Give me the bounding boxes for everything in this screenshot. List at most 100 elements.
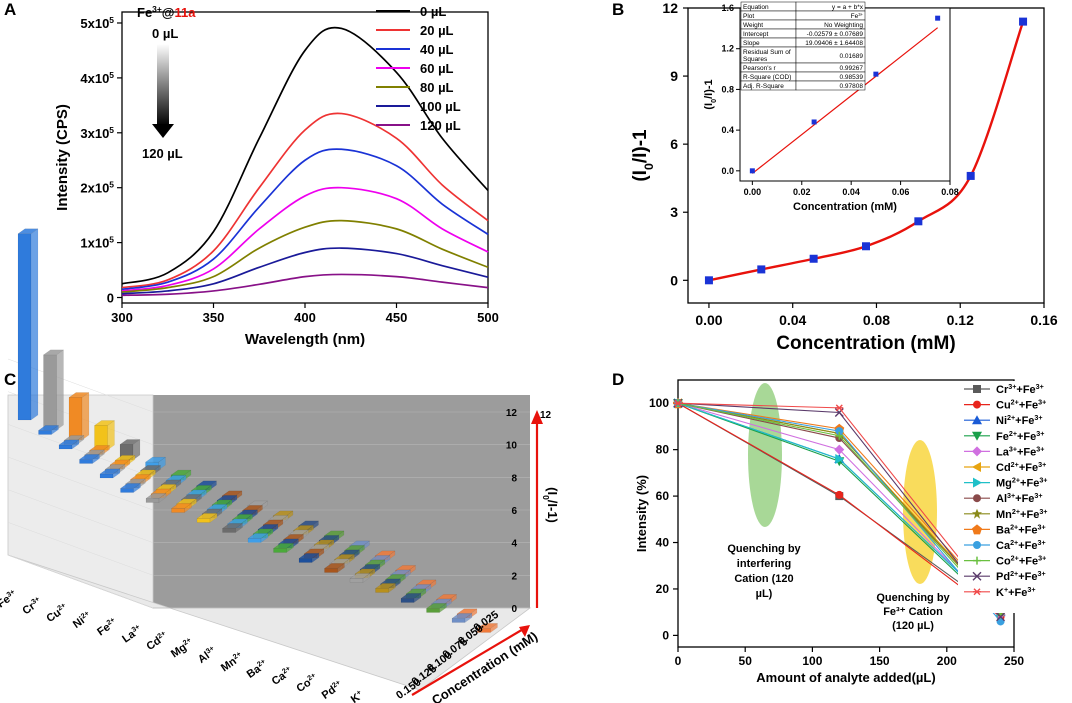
annotation-fe3: Quenching by	[876, 592, 950, 604]
data-point	[835, 490, 844, 499]
inset-fit-line	[751, 27, 939, 174]
data-point	[674, 399, 682, 407]
inset-x-tick-label: 0.06	[892, 187, 910, 197]
bar-front	[247, 538, 262, 543]
bar-front	[171, 508, 185, 513]
table-value: 0.99267	[840, 65, 864, 72]
cation-label: Ni2+	[70, 609, 93, 631]
bar-top	[78, 454, 101, 460]
z-top-label: 12	[540, 410, 552, 421]
legend-marker	[973, 385, 981, 393]
bar-top	[145, 493, 167, 499]
x-tick-label: 0.00	[695, 312, 722, 328]
legend-entry: Mg2++Fe3+	[996, 477, 1047, 490]
series-line	[121, 26, 489, 285]
y-tick-label: 80	[656, 443, 670, 457]
table-value: -0.02579 ± 0.07689	[807, 31, 864, 38]
table-value: 0.98539	[840, 74, 864, 81]
legend-entry: Mn2++Fe3+	[996, 508, 1047, 521]
cation-label: La3+	[120, 623, 145, 646]
bar-top	[400, 593, 422, 599]
inset-y-axis-label: (I0/I)-1	[703, 79, 718, 109]
legend-marker	[973, 494, 981, 503]
z-tick-label: 10	[506, 441, 518, 452]
legend-entry: Ni2++Fe3+	[996, 414, 1043, 427]
bar-front	[145, 498, 160, 503]
legend-entry: Co2++Fe3+	[996, 555, 1046, 568]
panel-label-a: A	[4, 0, 16, 19]
x-tick-label: 250	[1004, 654, 1024, 668]
series-line	[121, 148, 489, 291]
annotation-interfering: Cation (120	[734, 573, 793, 585]
cation-label: Fe2+	[95, 616, 120, 639]
bar-front	[99, 473, 114, 479]
grid-line	[7, 489, 154, 543]
x-tick-label: 0	[675, 654, 682, 668]
legend-entry: Cu2++Fe3+	[996, 399, 1046, 412]
x-tick-label: 500	[477, 310, 499, 325]
inset-x-tick-label: 0.02	[793, 187, 811, 197]
cation-label: Co2+	[294, 671, 320, 695]
cation-label: Mg2+	[168, 636, 195, 660]
cation-label: Cu2+	[44, 601, 70, 625]
bar-side	[30, 228, 39, 421]
x-tick-label: 100	[802, 654, 822, 668]
bar-front	[68, 397, 83, 441]
cation-label: Al3+	[195, 644, 218, 666]
data-point	[862, 242, 870, 251]
legend-marker	[972, 431, 982, 441]
x-tick-label: 150	[870, 654, 890, 668]
z-tick-label: 12	[506, 408, 518, 419]
bar-top	[374, 583, 397, 589]
bar-top	[425, 603, 448, 609]
annotation-fe3: Fe³⁺ Cation	[883, 606, 943, 618]
x-tick-label: 200	[937, 654, 957, 668]
inset-data-point	[749, 168, 755, 174]
y-tick-label: 9	[670, 68, 678, 84]
y-axis-label: Intensity (%)	[634, 475, 649, 552]
legend-entry: 40 µL	[420, 42, 454, 57]
y-tick-label: 4x105	[80, 70, 114, 86]
legend-entry: La3++Fe3+	[996, 445, 1044, 458]
annotation-interfering: interfering	[737, 558, 791, 570]
y-tick-label: 5x105	[80, 15, 114, 31]
bar-front	[375, 588, 389, 593]
annotation-end: 120 µL	[142, 146, 183, 161]
bar-front	[273, 548, 287, 553]
table-value: No Weighting	[824, 22, 863, 29]
table-label: Squares	[743, 56, 768, 63]
bar-front	[400, 598, 415, 603]
z-axis-arrowhead	[531, 410, 543, 424]
y-tick-label: 3x105	[80, 125, 114, 141]
legend-marker	[973, 477, 982, 488]
legend-marker	[972, 524, 982, 535]
legend-marker	[973, 541, 981, 549]
x-tick-label: 0.04	[779, 312, 806, 328]
table-label: Adj. R-Square	[743, 83, 784, 90]
panel-a: A 300 350 400 450 500 0 1x105 2x105 3x105 4x105 5x1…	[4, 0, 499, 348]
bar-top	[298, 553, 320, 559]
legend-entry: 120 µL	[420, 118, 461, 133]
cation-label: Mn2+	[218, 650, 245, 674]
cation-label: Pd2+	[319, 678, 345, 701]
bar-top	[196, 513, 218, 519]
y-tick-label: 6	[670, 136, 678, 152]
bar-top	[119, 483, 142, 489]
table-label: Residual Sum of	[743, 49, 791, 56]
x-tick-label: 450	[386, 310, 408, 325]
table-label: R-Square (COD)	[743, 74, 791, 81]
inset-data-point	[811, 119, 817, 125]
table-label: Intercept	[743, 31, 768, 38]
x-axis-label: Amount of analyte added(µL)	[756, 670, 935, 685]
cation-label: Ba2+	[244, 657, 270, 680]
series-line	[121, 273, 489, 297]
panel-b: B 0.00 0.04 0.08 0.12 0.16 0 3 6 9 12 Concentration…	[612, 0, 1058, 354]
legend-entry: K++Fe3+	[996, 586, 1036, 599]
bar-front	[324, 568, 338, 573]
legend-entry: 0 µL	[420, 4, 446, 19]
cation-label: Ca2+	[269, 664, 295, 687]
annotation-interfering: Quenching by	[727, 543, 801, 555]
z-axis-label: (I0/I-1)	[541, 487, 560, 523]
cation-label: K+	[348, 688, 365, 703]
